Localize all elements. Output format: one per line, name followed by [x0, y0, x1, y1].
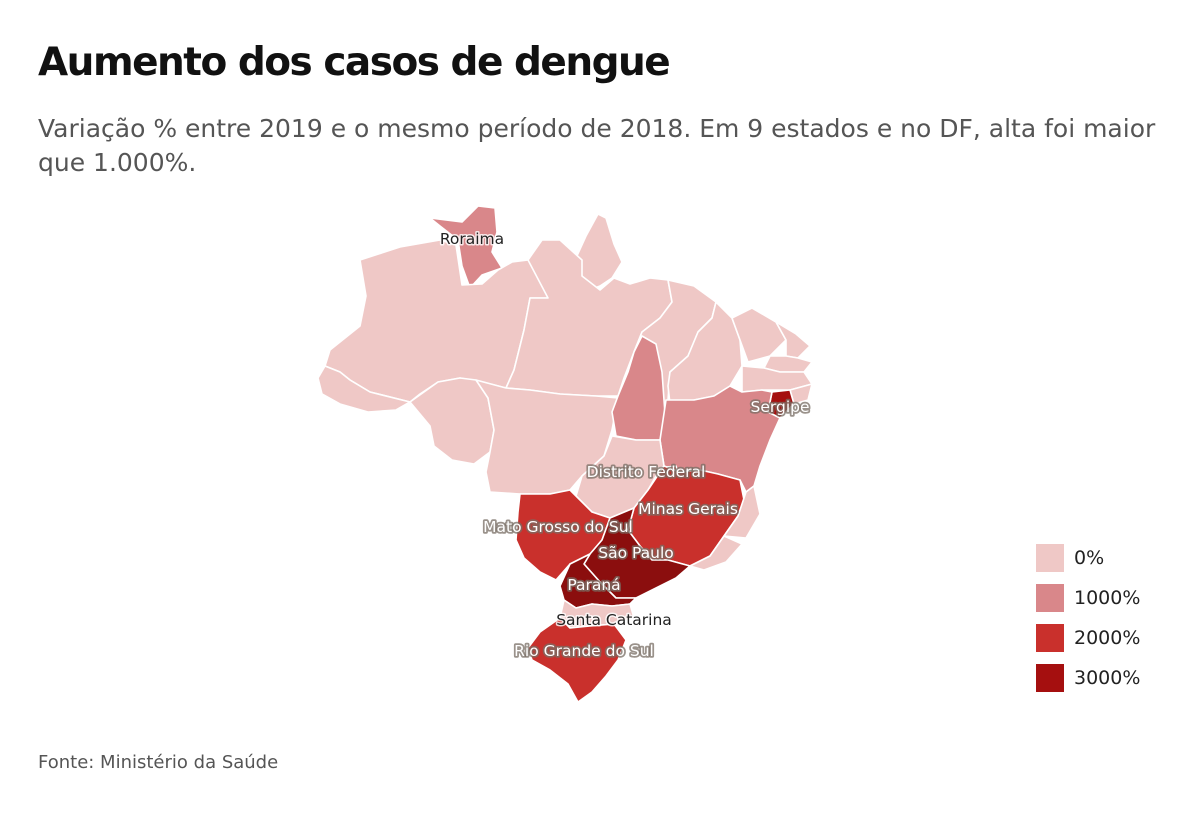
legend-swatch-2 [1036, 624, 1064, 652]
state-label-pr: Paraná [567, 576, 620, 594]
legend-swatch-3 [1036, 664, 1064, 692]
legend-swatch-1 [1036, 584, 1064, 612]
state-rj [689, 535, 743, 571]
legend-label-2: 2000% [1074, 627, 1141, 649]
state-es [723, 485, 761, 539]
state-label-rr: Roraima [440, 230, 504, 248]
legend-label-1: 1000% [1074, 587, 1141, 609]
state-label-sp: São Paulo [598, 544, 674, 562]
state-label-df: Distrito Federal [587, 463, 706, 481]
state-ac [317, 365, 411, 413]
state-label-se: Sergipe [751, 398, 810, 416]
state-label-sc: Santa Catarina [556, 611, 672, 629]
legend-swatch-0 [1036, 544, 1064, 572]
legend-item-3: 3000% [1036, 658, 1140, 698]
legend-item-2: 2000% [1036, 618, 1140, 658]
chart-title: Aumento dos casos de dengue [38, 40, 671, 85]
state-mt [475, 379, 619, 495]
source-note: Fonte: Ministério da Saúde [38, 752, 279, 773]
state-ce [731, 307, 787, 363]
legend-label-0: 0% [1074, 547, 1105, 569]
legend-item-1: 1000% [1036, 578, 1140, 618]
legend-item-0: 0% [1036, 538, 1140, 578]
state-label-mg: Minas Gerais [638, 500, 738, 518]
state-rs [527, 617, 627, 703]
label-layer: Roraima Sergipe Distrito Federal Minas Gera… [438, 229, 811, 662]
state-label-ms: Mato Grosso do Sul [483, 518, 633, 536]
legend: 0% 1000% 2000% 3000% [1036, 538, 1140, 698]
state-label-rs: Rio Grande do Sul [514, 642, 654, 660]
legend-label-3: 3000% [1074, 667, 1141, 689]
state-layer [317, 205, 813, 703]
chart-subtitle: Variação % entre 2019 e o mesmo período … [38, 114, 1156, 177]
